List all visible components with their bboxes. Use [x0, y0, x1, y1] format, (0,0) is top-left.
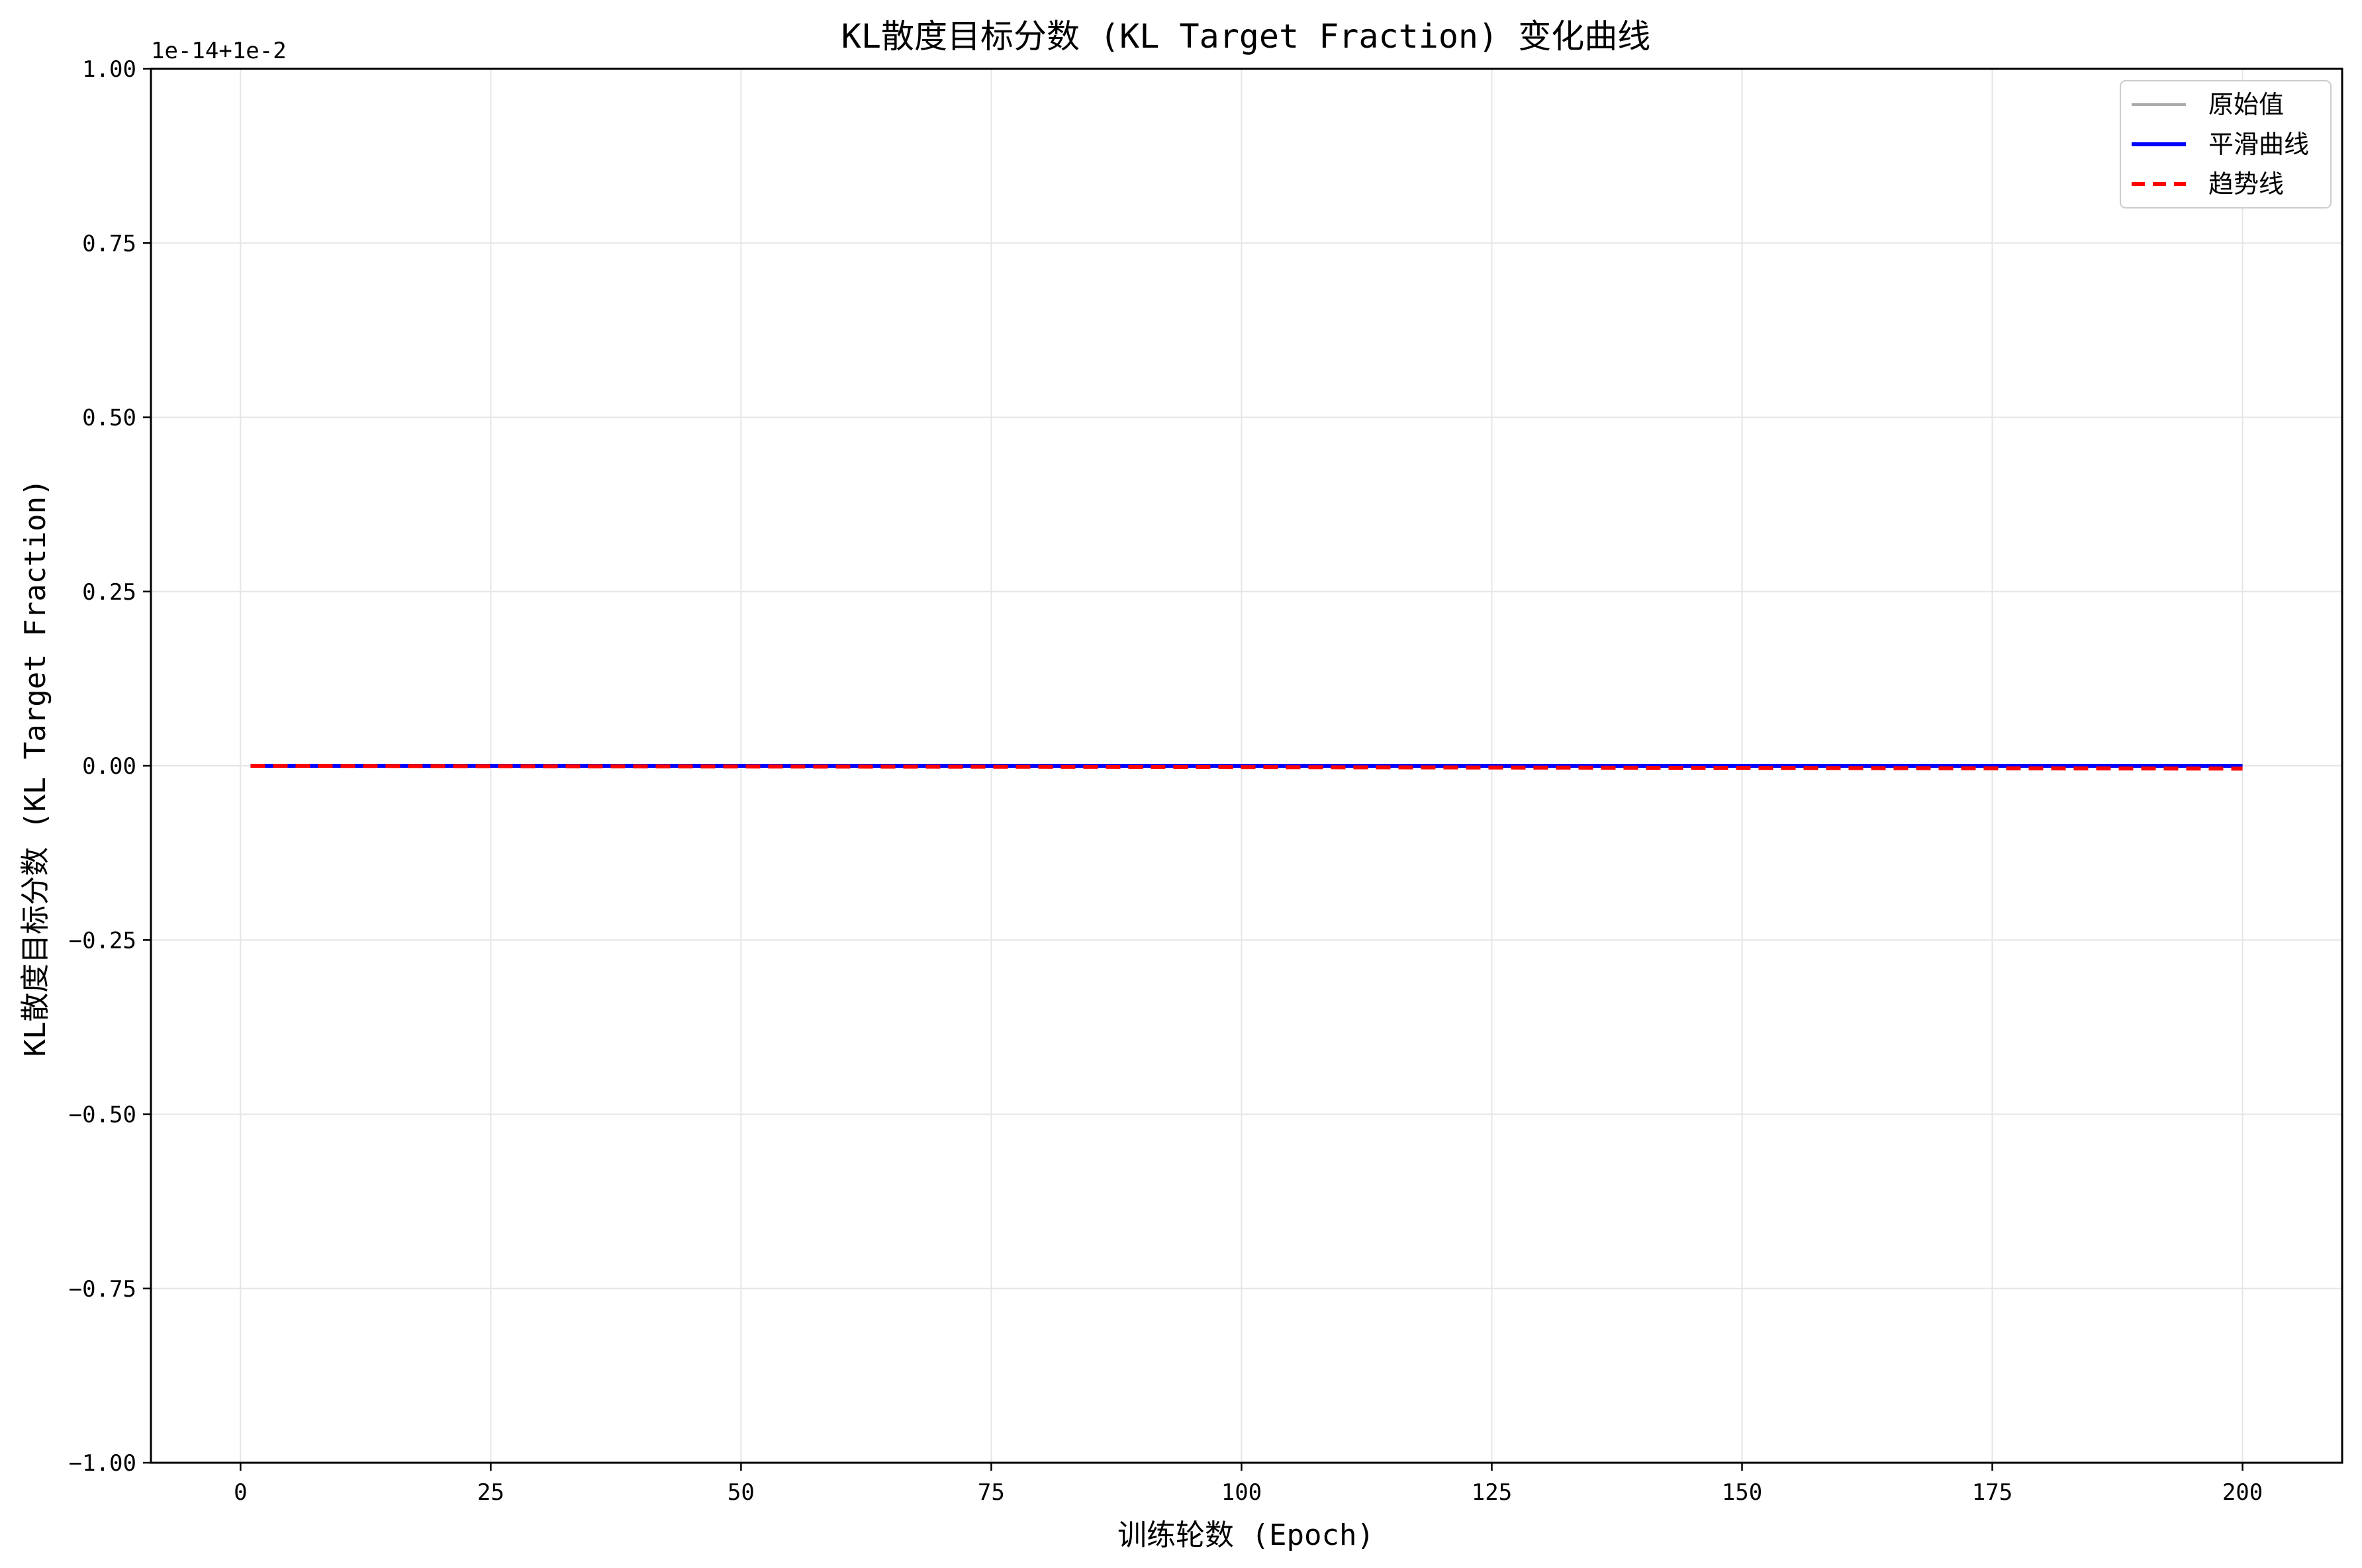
y-tick-label: −0.50	[69, 1102, 136, 1129]
x-axis-title: 训练轮数 (Epoch)	[1117, 1518, 1374, 1552]
axis-ticks: 0 25 50 75 100 125 150 175 200 −1.00 −0.75 −0.50 −0.…	[69, 56, 2263, 1506]
y-axis-title: KL散度目标分数 (KL Target Fraction)	[19, 479, 52, 1056]
y-tick-label: −1.00	[69, 1450, 136, 1477]
series-lines	[250, 764, 2243, 771]
legend-box	[2120, 80, 2332, 208]
y-tick-label: 0.50	[82, 405, 136, 432]
series-line-3	[250, 764, 2243, 771]
y-tick-label: −0.25	[69, 927, 136, 954]
x-tick-label: 125	[1472, 1479, 1512, 1506]
y-tick-label: 1.00	[82, 56, 136, 83]
x-tick-label: 0	[234, 1479, 247, 1506]
x-tick-label: 25	[477, 1479, 504, 1506]
legend-label-2: 平滑曲线	[2208, 130, 2309, 159]
y-tick-label: 0.00	[82, 753, 136, 780]
chart-title: KL散度目标分数 (KL Target Fraction) 变化曲线	[841, 17, 1650, 56]
x-tick-label: 100	[1221, 1479, 1262, 1506]
x-tick-label: 75	[978, 1479, 1005, 1506]
legend-label-3: 趋势线	[2208, 169, 2284, 199]
x-tick-label: 150	[1722, 1479, 1762, 1506]
x-tick-label: 175	[1972, 1479, 2012, 1506]
legend-label-1: 原始值	[2208, 90, 2284, 119]
y-tick-label: 0.75	[82, 230, 136, 257]
y-axis-offset-label: 1e-14+1e-2	[151, 38, 287, 64]
y-tick-label: 0.25	[82, 579, 136, 606]
y-tick-label: −0.75	[69, 1276, 136, 1303]
x-tick-label: 50	[728, 1479, 755, 1506]
x-tick-label: 200	[2222, 1479, 2263, 1506]
